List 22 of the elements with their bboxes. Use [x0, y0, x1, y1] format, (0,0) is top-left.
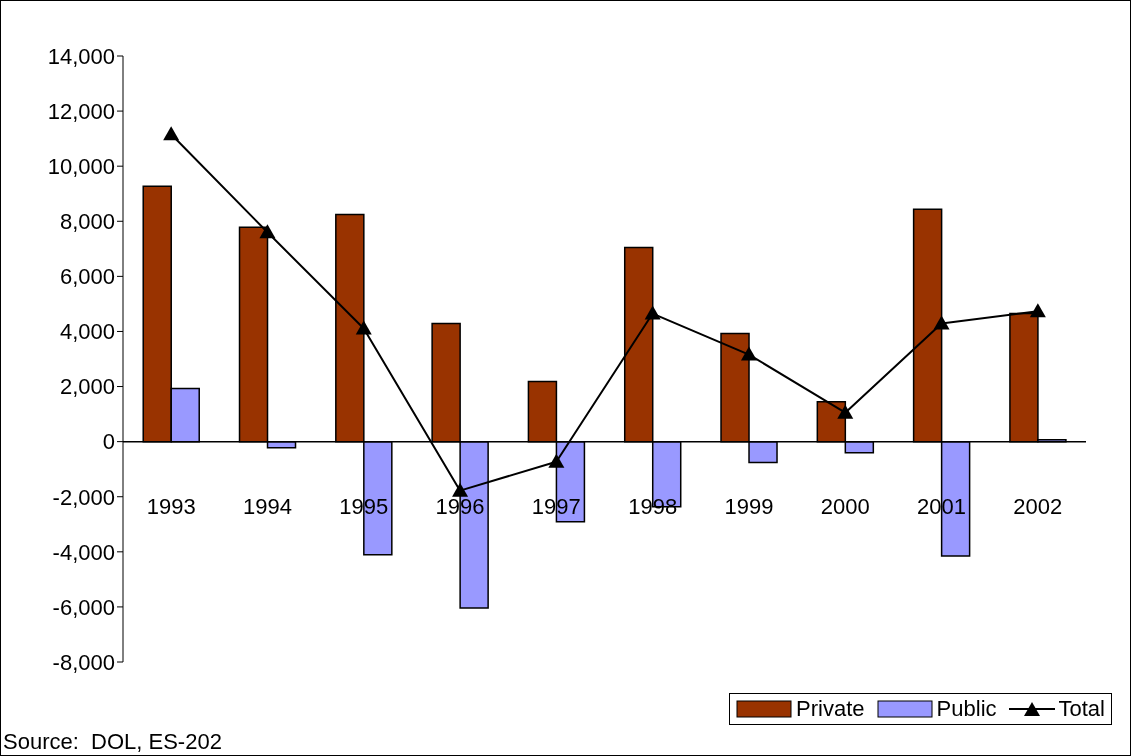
x-tick-label: 2000: [820, 493, 870, 519]
x-tick-label: 1999: [724, 493, 774, 519]
y-tick-label: -8,000: [52, 649, 115, 675]
source-note: Source: DOL, ES-202: [3, 729, 222, 755]
x-tick-label: 1998: [628, 493, 678, 519]
y-tick-label: -4,000: [52, 539, 115, 565]
y-tick-label: 2,000: [59, 374, 115, 400]
y-tick-label: -6,000: [52, 594, 115, 620]
x-tick-label: 2002: [1013, 493, 1063, 519]
y-tick-label: 6,000: [59, 264, 115, 290]
legend-label: Total: [1058, 696, 1105, 722]
y-tick-label: 10,000: [47, 153, 115, 179]
y-tick-label: 0: [102, 429, 115, 455]
legend-label: Private: [796, 696, 865, 722]
y-tick-label: 4,000: [59, 319, 115, 345]
x-tick-label: 1994: [242, 493, 292, 519]
legend-label: Public: [936, 696, 997, 722]
y-tick-label: 8,000: [59, 209, 115, 235]
x-tick-label: 1993: [146, 493, 196, 519]
y-tick-label: 12,000: [47, 98, 115, 124]
y-tick-label: 14,000: [47, 43, 115, 69]
y-tick-label: -2,000: [52, 484, 115, 510]
